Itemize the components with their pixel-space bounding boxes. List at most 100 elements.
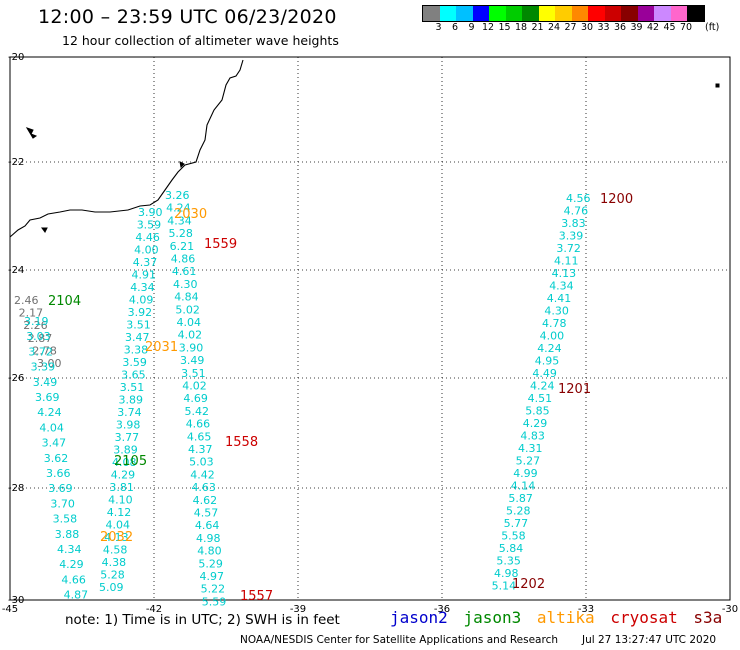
s3a-swh-value: 4.83 [520,430,545,443]
altika-swh-value: 3.51 [126,319,151,332]
s3a-swh-value: 5.58 [501,530,526,543]
jason3-swh-value: 4.29 [59,558,83,571]
colorbar-tick: 45 [663,22,676,33]
satellite-legend: jason2 jason3 altika cryosat s3a [390,608,728,627]
wave-height-colorbar [422,5,705,22]
jason3-swh-value: 4.24 [37,406,62,419]
colorbar-swatch [687,6,704,21]
track-time-label: 2032 [100,530,133,545]
jason3-swh-value: 3.39 [31,361,55,374]
colorbar-swatch [522,6,539,21]
s3a-swh-value: 5.35 [496,555,521,568]
altika-swh-value: 4.34 [130,281,155,294]
colorbar-tick: 24 [547,22,561,33]
legend-jason3: jason3 [463,608,522,627]
colorbar-swatch [604,6,621,21]
cryosat-swh-value: 5.42 [185,405,210,418]
altika-swh-value: 4.91 [132,269,157,282]
cryosat-swh-value: 4.66 [186,418,211,431]
s3a-swh-value: 4.00 [540,330,565,343]
s3a-swh-value: 3.72 [556,242,581,255]
jason3-swh-value-gray: 2.78 [32,344,57,357]
colorbar-tick: 27 [564,22,577,33]
track-time-label: 1202 [512,577,545,592]
cryosat-swh-value: 4.84 [174,291,199,304]
cryosat-swh-value: 3.49 [180,354,205,367]
coastline-islands [25,83,720,233]
cryosat-swh-value: 4.57 [194,507,219,520]
altika-swh-value: 3.38 [124,344,149,357]
lat-label: -24 [8,265,24,276]
colorbar-tick: 36 [613,22,627,33]
colorbar-tick: 42 [646,22,660,33]
colorbar-swatch [555,6,572,21]
s3a-swh-value: 4.24 [530,380,555,393]
lat-label: -26 [8,373,24,384]
track-time-label: 2031 [145,340,178,355]
map-subtitle: 12 hour collection of altimeter wave hei… [62,33,339,48]
jason3-swh-value-gray: 2.26 [23,319,48,332]
s3a-swh-value: 5.84 [499,542,524,555]
jason3-swh-value: 3.62 [44,452,69,465]
s3a-swh-value: 4.56 [566,192,591,205]
cryosat-swh-value: 4.42 [190,468,215,481]
s3a-swh-value: 4.76 [564,205,589,218]
altika-swh-value: 3.98 [116,419,140,432]
lon-label: -33 [578,604,594,615]
jason3-swh-value: 3.19 [24,315,49,328]
altika-swh-value: 3.89 [119,394,144,407]
latitude-labels: -20 -22 -24 -26 -28 -30 [8,52,24,606]
colorbar-unit: (ft) [705,22,720,33]
cryosat-swh-value: 4.02 [178,329,203,342]
altika-swh-value: 3.59 [137,219,162,232]
jason3-swh-value: 3.66 [46,467,71,480]
altika-swh-value: 5.09 [99,581,124,594]
s3a-swh-value: 4.49 [532,367,557,380]
cryosat-swh-value: 4.24 [166,202,191,215]
cryosat-swh-value: 3.26 [165,189,190,202]
s3a-swh-value: 4.51 [528,392,553,405]
s3a-swh-value: 3.39 [559,230,584,243]
cryosat-swh-value: 4.97 [200,570,225,583]
cryosat-swh-value: 5.22 [201,583,226,596]
map-frame [9,56,731,601]
altika-swh-value: 4.13 [104,531,129,544]
cryosat-swh-value: 4.69 [183,392,208,405]
jason3-swh-value-gray: 2.87 [28,332,53,345]
legend-jason2: jason2 [390,608,448,627]
cryosat-swh-value: 3.90 [179,341,204,354]
altika-swh-value: 4.58 [103,544,128,557]
legend-s3a: s3a [693,608,723,627]
colorbar-tick: 18 [514,22,528,33]
jason3-swh-value: 3.49 [33,376,58,389]
jason3-swh-value: 3.69 [35,391,60,404]
altimeter-tracks: 3.264.244.345.286.214.864.614.304.845.02… [14,189,633,608]
colorbar-tick: 12 [481,22,495,33]
altika-swh-value: 3.59 [122,356,146,369]
altika-swh-value: 4.00 [134,244,159,257]
colorbar-tick: 9 [468,22,475,33]
cryosat-swh-value: 4.34 [167,214,192,227]
colorbar-tick: 33 [597,22,610,33]
cryosat-swh-value: 5.28 [168,227,193,240]
s3a-swh-value: 5.77 [504,517,528,530]
s3a-swh-value: 5.87 [508,492,533,505]
jason3-swh-value: 4.66 [61,573,86,586]
track-time-label: 2030 [174,207,207,222]
s3a-swh-value: 4.78 [542,317,567,330]
s3a-swh-value: 4.99 [513,467,538,480]
cryosat-swh-value: 5.02 [175,303,200,316]
colorbar-swatch [588,6,605,21]
track-time-label: 1558 [225,435,258,450]
colorbar-tick: 21 [531,22,544,33]
cryosat-swh-value: 6.21 [170,240,195,253]
s3a-swh-value: 4.30 [544,305,569,318]
jason3-swh-value: 3.47 [42,437,67,450]
altika-swh-value: 3.77 [115,431,140,444]
colorbar-tick: 6 [451,22,459,33]
cryosat-swh-value: 4.86 [171,253,196,266]
altika-swh-value: 4.38 [102,556,127,569]
cryosat-swh-value: 4.04 [177,316,202,329]
jason3-swh-value: 4.34 [57,543,82,556]
